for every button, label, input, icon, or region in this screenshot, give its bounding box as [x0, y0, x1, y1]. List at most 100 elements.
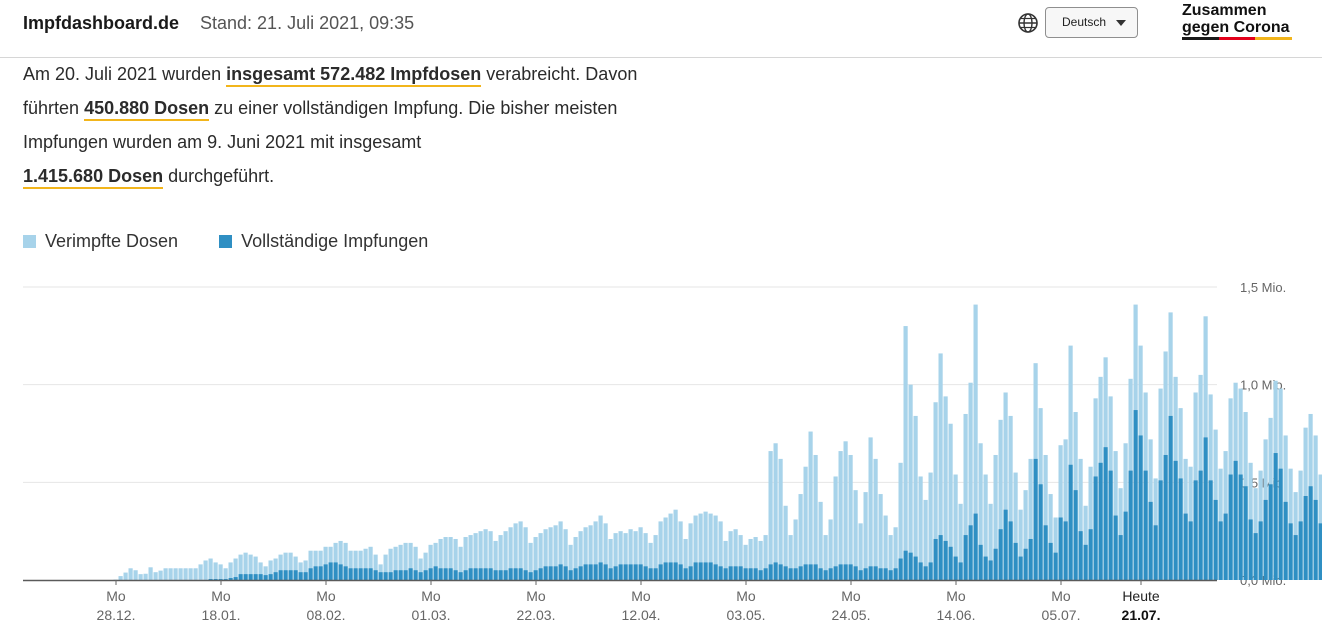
bar-verimpfte-dosen	[813, 454, 818, 580]
bar-vollstaendige-impfungen	[993, 548, 998, 580]
bar-verimpfte-dosen	[358, 550, 363, 580]
bar-vollstaendige-impfungen	[813, 564, 818, 580]
bar-verimpfte-dosen	[1028, 458, 1033, 580]
bar-vollstaendige-impfungen	[513, 568, 518, 580]
bar-vollstaendige-impfungen	[1063, 521, 1068, 580]
x-tick-weekday: Mo	[106, 588, 126, 604]
bar-vollstaendige-impfungen	[918, 562, 923, 580]
bar-vollstaendige-impfungen	[1173, 460, 1178, 580]
bar-verimpfte-dosen	[993, 454, 998, 580]
x-tick-date: 03.05.	[727, 607, 766, 623]
legend-item-verimpfte-dosen[interactable]: Verimpfte Dosen	[23, 231, 178, 252]
bar-vollstaendige-impfungen	[1273, 453, 1278, 580]
bar-vollstaendige-impfungen	[1078, 531, 1083, 580]
bar-verimpfte-dosen	[608, 538, 613, 580]
bar-verimpfte-dosen	[733, 529, 738, 580]
bar-vollstaendige-impfungen	[683, 568, 688, 580]
zusammen-gegen-corona-logo[interactable]: Zusammen gegen Corona	[1182, 2, 1294, 40]
bar-vollstaendige-impfungen	[258, 574, 263, 580]
bar-verimpfte-dosen	[748, 538, 753, 580]
bar-vollstaendige-impfungen	[478, 568, 483, 580]
bar-vollstaendige-impfungen	[888, 570, 893, 580]
bar-vollstaendige-impfungen	[643, 566, 648, 580]
x-tick-weekday: Mo	[316, 588, 336, 604]
x-tick-weekday: Mo	[421, 588, 441, 604]
bar-verimpfte-dosen	[713, 515, 718, 580]
bar-vollstaendige-impfungen	[703, 562, 708, 580]
bar-vollstaendige-impfungen	[558, 564, 563, 580]
bar-vollstaendige-impfungen	[528, 572, 533, 580]
bar-vollstaendige-impfungen	[1213, 499, 1218, 580]
x-tick-date: 24.05.	[832, 607, 871, 623]
bar-verimpfte-dosen	[263, 566, 268, 580]
bar-vollstaendige-impfungen	[208, 579, 213, 580]
bar-verimpfte-dosen	[448, 537, 453, 580]
chart-legend: Verimpfte Dosen Vollständige Impfungen	[23, 231, 464, 252]
language-select[interactable]: Deutsch	[1045, 7, 1138, 38]
bar-verimpfte-dosen	[768, 451, 773, 580]
bar-verimpfte-dosen	[628, 529, 633, 580]
bar-verimpfte-dosen	[368, 546, 373, 580]
bar-vollstaendige-impfungen	[708, 562, 713, 580]
x-tick-date: 01.03.	[412, 607, 451, 623]
bar-vollstaendige-impfungen	[1028, 538, 1033, 580]
bar-verimpfte-dosen	[858, 523, 863, 580]
bar-vollstaendige-impfungen	[1153, 525, 1158, 580]
bar-verimpfte-dosen	[253, 556, 258, 580]
bar-vollstaendige-impfungen	[1238, 474, 1243, 580]
x-tick-weekday: Mo	[1051, 588, 1071, 604]
bar-vollstaendige-impfungen	[268, 574, 273, 580]
bar-vollstaendige-impfungen	[913, 556, 918, 580]
bar-vollstaendige-impfungen	[978, 544, 983, 580]
bar-verimpfte-dosen	[603, 523, 608, 580]
bar-verimpfte-dosen	[958, 503, 963, 580]
bar-vollstaendige-impfungen	[1018, 556, 1023, 580]
bar-vollstaendige-impfungen	[278, 570, 283, 580]
bar-vollstaendige-impfungen	[938, 535, 943, 580]
x-tick-weekday: Heute	[1122, 588, 1160, 604]
legend-swatch-verimpfte-dosen	[23, 235, 36, 248]
bar-vollstaendige-impfungen	[408, 568, 413, 580]
total-doses-highlight: insgesamt 572.482 Impfdosen	[226, 64, 482, 87]
legend-item-vollstaendige-impfungen[interactable]: Vollständige Impfungen	[219, 231, 428, 252]
bar-vollstaendige-impfungen	[263, 575, 268, 580]
bar-vollstaendige-impfungen	[468, 568, 473, 580]
bar-vollstaendige-impfungen	[308, 568, 313, 580]
bar-verimpfte-dosen	[453, 538, 458, 580]
bar-verimpfte-dosen	[268, 560, 273, 580]
bar-verimpfte-dosen	[433, 542, 438, 580]
bar-verimpfte-dosen	[293, 556, 298, 580]
bar-vollstaendige-impfungen	[458, 572, 463, 580]
legend-swatch-vollstaendige-impfungen	[219, 235, 233, 248]
bar-vollstaendige-impfungen	[1243, 486, 1248, 580]
bar-verimpfte-dosen	[488, 531, 493, 580]
bar-vollstaendige-impfungen	[1148, 501, 1153, 580]
bar-vollstaendige-impfungen	[418, 572, 423, 580]
bar-verimpfte-dosen	[953, 474, 958, 580]
bar-vollstaendige-impfungen	[1248, 519, 1253, 580]
bar-verimpfte-dosen	[988, 503, 993, 580]
bar-verimpfte-dosen	[348, 550, 353, 580]
bar-verimpfte-dosen	[288, 552, 293, 580]
bar-verimpfte-dosen	[928, 472, 933, 580]
bar-verimpfte-dosen	[318, 550, 323, 580]
bar-vollstaendige-impfungen	[688, 566, 693, 580]
bar-verimpfte-dosen	[843, 441, 848, 580]
bar-vollstaendige-impfungen	[1268, 484, 1273, 580]
bar-vollstaendige-impfungen	[1183, 513, 1188, 580]
bar-vollstaendige-impfungen	[943, 540, 948, 580]
bar-vollstaendige-impfungen	[568, 570, 573, 580]
bar-vollstaendige-impfungen	[1263, 499, 1268, 580]
bar-verimpfte-dosen	[313, 550, 318, 580]
bar-verimpfte-dosen	[463, 537, 468, 580]
bar-verimpfte-dosen	[878, 494, 883, 580]
x-tick-weekday: Mo	[736, 588, 756, 604]
bar-verimpfte-dosen	[443, 537, 448, 580]
bar-verimpfte-dosen	[408, 542, 413, 580]
bar-verimpfte-dosen	[308, 550, 313, 580]
bar-vollstaendige-impfungen	[1068, 464, 1073, 580]
bar-vollstaendige-impfungen	[363, 568, 368, 580]
bar-vollstaendige-impfungen	[378, 572, 383, 580]
brand-name[interactable]: Impfdashboard.de	[23, 13, 180, 33]
bar-vollstaendige-impfungen	[613, 566, 618, 580]
